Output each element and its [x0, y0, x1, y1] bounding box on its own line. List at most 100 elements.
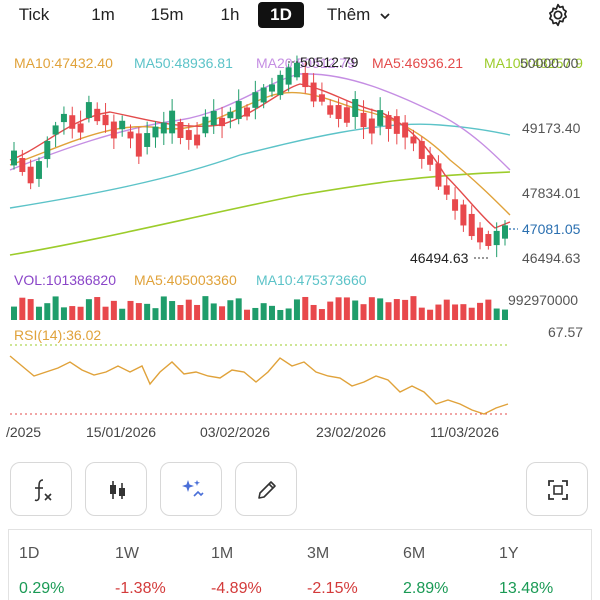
volume-bar: [485, 299, 492, 320]
candle-body: [44, 140, 51, 160]
tab-1h[interactable]: 1h: [220, 5, 240, 24]
candle-body: [77, 123, 84, 133]
legend-ma100: MA100:48257.9: [484, 55, 583, 71]
price-axis-47834: 47834.01: [522, 185, 581, 201]
volume-bar: [302, 296, 309, 320]
volume-bar: [335, 297, 342, 320]
candle-body: [285, 67, 292, 85]
candle-body: [27, 166, 34, 184]
candle-body: [227, 111, 234, 119]
candle-body: [468, 213, 475, 237]
volume-bar: [360, 304, 367, 320]
candle-body: [485, 234, 492, 246]
candle-body: [210, 110, 217, 126]
perf-label-6m[interactable]: 6M: [403, 545, 426, 562]
volume-bar: [19, 297, 26, 320]
volume-bar: [318, 309, 325, 320]
chart-type-button[interactable]: [85, 462, 147, 516]
volume-bar: [468, 307, 475, 320]
perf-label-3m[interactable]: 3M: [307, 545, 330, 562]
volume-bar: [185, 299, 192, 320]
perf-value-6m: 2.89%: [403, 580, 449, 597]
fullscreen-icon: [548, 480, 568, 500]
candle-body: [94, 108, 101, 122]
candle-body: [268, 84, 275, 92]
volume-bar: [160, 296, 167, 320]
volume-bar: [235, 298, 242, 320]
volume-bar: [60, 307, 67, 320]
tab-1m[interactable]: 1m: [91, 5, 115, 24]
volume-bar: [260, 303, 267, 320]
candle-body: [252, 92, 259, 108]
fullscreen-button[interactable]: [526, 462, 588, 516]
volume-bar: [327, 301, 334, 320]
candle-body: [310, 82, 317, 102]
candle-body: [169, 110, 176, 134]
more-dropdown[interactable]: Thêm: [320, 2, 398, 28]
candle-body: [260, 87, 267, 103]
candle-body: [427, 155, 434, 165]
volume-bar: [460, 304, 467, 320]
draw-button[interactable]: [235, 462, 297, 516]
volume-bar: [435, 304, 442, 320]
low-price-marker: 46494.63: [410, 250, 469, 266]
candle-body: [443, 185, 450, 195]
perf-label-1y[interactable]: 1Y: [499, 545, 519, 562]
volume-bar: [310, 304, 317, 320]
candle-body: [335, 105, 342, 119]
volume-bar: [85, 299, 92, 320]
date-label-4: 23/02/2026: [316, 424, 386, 440]
tab-tick[interactable]: Tick: [18, 5, 50, 24]
volume-bar: [102, 306, 109, 320]
candle-body: [493, 230, 500, 246]
volume-bar: [27, 299, 34, 320]
candle-body: [135, 133, 142, 157]
tab-1d[interactable]: 1D: [258, 2, 304, 28]
tab-15m[interactable]: 15m: [150, 5, 184, 24]
gear-icon[interactable]: [545, 2, 571, 28]
volume-bar: [493, 308, 500, 320]
perf-label-1w[interactable]: 1W: [115, 545, 139, 562]
candle-body: [477, 227, 484, 243]
candle-body: [102, 114, 109, 126]
volume-bar: [144, 303, 151, 320]
candle-body: [277, 74, 284, 96]
current-price-label: 47081.05: [522, 221, 581, 237]
perf-label-1m[interactable]: 1M: [211, 545, 234, 562]
volume-bar: [169, 301, 176, 320]
volume-bar: [418, 307, 425, 320]
candle-body: [127, 131, 134, 139]
ai-pattern-button[interactable]: [160, 462, 222, 516]
candle-body: [302, 72, 309, 88]
volume-bar: [110, 300, 117, 320]
legend-ma50: MA50:48936.81: [134, 55, 233, 71]
volume-bar: [277, 309, 284, 320]
ma10-line: [9, 91, 511, 216]
ma5-line: [9, 83, 511, 229]
candle-body: [327, 105, 334, 115]
candle-body: [293, 62, 300, 78]
volume-bar: [385, 302, 392, 320]
legend-ma10: MA10:47432.40: [14, 55, 113, 71]
vol-axis-max: 992970000: [508, 292, 578, 308]
indicator-button[interactable]: [10, 462, 72, 516]
candle-body: [502, 225, 508, 239]
candle-body: [385, 115, 392, 129]
candle-body: [318, 94, 325, 102]
candle-body: [460, 204, 467, 226]
stock-chart[interactable]: MA10:47432.40 MA50:48936.81 MA20:50512.7…: [0, 44, 600, 444]
perf-value-1y: 13.48%: [499, 580, 554, 597]
volume-bar: [393, 299, 400, 320]
volume-bar: [219, 306, 226, 320]
volume-bar: [343, 297, 350, 320]
pencil-icon: [258, 481, 276, 499]
volume-bar: [35, 306, 42, 320]
volume-bar: [427, 309, 434, 320]
volume-bar: [135, 303, 142, 320]
volume-bar: [268, 305, 275, 320]
perf-label-1d[interactable]: 1D: [19, 545, 40, 562]
perf-value-1m: -4.89%: [211, 580, 262, 597]
performance-table: 1D 1W 1M 3M 6M 1Y 0.29% -1.38% -4.89% -2…: [8, 529, 592, 600]
candle-body: [60, 113, 67, 123]
candle-body: [219, 117, 226, 127]
